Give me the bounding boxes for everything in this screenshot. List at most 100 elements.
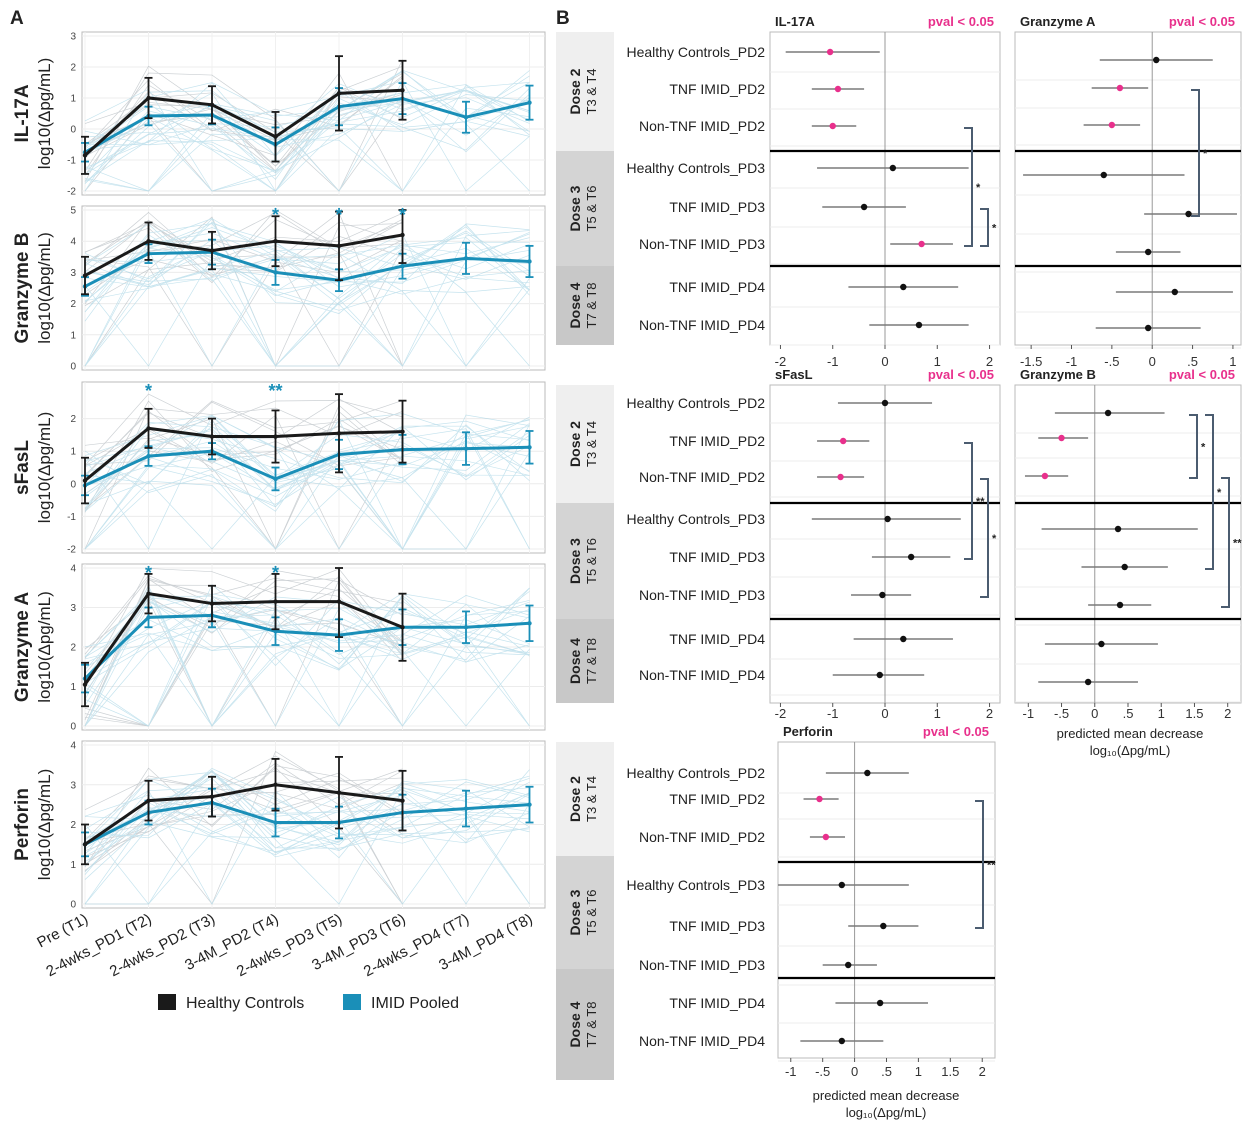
significance-star: *: [335, 205, 342, 225]
mean-point-imid: [527, 621, 532, 626]
estimate-point: [900, 283, 907, 291]
plot-frame: [777, 741, 996, 1059]
dose-band-bg: [556, 151, 614, 266]
y-tick-label: 4: [70, 237, 76, 248]
individual-traces: [84, 59, 530, 192]
trace-line: [84, 769, 530, 905]
forest-plot-title: Granzyme B: [1020, 367, 1096, 382]
trace-line: [84, 241, 530, 280]
trace-line: [84, 82, 530, 169]
row-label: Non-TNF IMID_PD2: [639, 118, 765, 134]
estimate-point: [918, 240, 925, 248]
trace-line: [84, 568, 403, 685]
significance-star: *: [145, 381, 152, 401]
trace-line: [84, 398, 403, 476]
bracket-star: **: [1233, 538, 1242, 550]
mean-line-imid: [84, 445, 530, 487]
trace-line: [84, 69, 530, 158]
significance-bracket: [964, 127, 973, 247]
y-axis-label: log10(Δpg/mL): [35, 591, 54, 703]
y-tick-label: 1: [70, 94, 76, 105]
dose-band: Dose 4 T7 & T8: [556, 969, 614, 1080]
x-tick-label: .5: [881, 1064, 892, 1079]
estimate-point: [1171, 288, 1179, 296]
x-axis-label: log₁₀(Δpg/mL): [1090, 743, 1171, 758]
mean-point-imid: [463, 115, 469, 120]
mean-line-healthy: [83, 592, 404, 686]
estimate-point: [1058, 434, 1065, 442]
legend-swatch-healthy: [158, 994, 176, 1010]
y-tick-label: -2: [67, 187, 76, 198]
row-label: Healthy Controls_PD2: [626, 44, 765, 60]
estimate-point: [1121, 563, 1128, 571]
row-label: TNF IMID_PD2: [669, 433, 765, 449]
estimate-point: [900, 635, 907, 643]
row-label: Healthy Controls_PD2: [626, 395, 765, 411]
dose-band: Dose 4 T7 & T8: [556, 619, 614, 703]
mean-line-healthy: [84, 783, 403, 846]
legend: Healthy Controls IMID Pooled: [158, 994, 459, 1012]
mean-point-healthy: [336, 91, 342, 96]
trace-line: [84, 771, 530, 905]
y-tick-label: 0: [70, 479, 76, 490]
estimate-point: [1108, 121, 1116, 129]
x-tick-label: -1.5: [1020, 354, 1042, 369]
bracket-star: *: [1217, 487, 1222, 499]
x-tick-label: -1: [785, 1064, 797, 1079]
mean-point-healthy: [336, 243, 342, 249]
mean-point-imid: [463, 446, 469, 451]
mean-point-healthy: [82, 478, 88, 483]
trace-line: [84, 247, 530, 367]
trace-line: [84, 89, 530, 192]
mean-point-imid: [146, 453, 151, 459]
estimate-point: [1041, 472, 1049, 480]
dose-subtitle: T5 & T6: [584, 185, 599, 231]
trace-line: [84, 411, 403, 550]
significance-star: *: [145, 563, 152, 583]
trace-line: [84, 393, 403, 466]
mean-point-healthy: [273, 782, 278, 787]
trace-line: [84, 587, 530, 727]
estimate-point: [1144, 248, 1152, 256]
trace-line: [84, 243, 530, 367]
mean-line-imid: [83, 613, 530, 680]
trace-line: [84, 796, 530, 873]
dose-title: Dose 4: [567, 638, 583, 684]
x-tick-label: -1: [1066, 354, 1078, 369]
estimate-point: [834, 85, 842, 93]
y-tick-label: 1: [70, 682, 76, 693]
estimate-point: [884, 515, 891, 523]
trace-line: [84, 252, 530, 367]
y-tick-label: 2: [70, 820, 76, 831]
dose-band: Dose 3 T5 & T6: [556, 503, 614, 619]
estimate-point: [1153, 56, 1160, 64]
x-axis-label: log₁₀(Δpg/mL): [846, 1105, 927, 1120]
trace-line: [84, 575, 403, 659]
dose-title: Dose 3: [567, 538, 583, 584]
mean-point-healthy: [82, 682, 88, 687]
dose-band-bg: [556, 385, 614, 503]
dose-subtitle: T7 & T8: [584, 638, 599, 684]
row-label: Non-TNF IMID_PD3: [639, 587, 765, 603]
mean-point-imid: [527, 445, 532, 450]
y-tick-label: -1: [67, 512, 76, 523]
row-label: Healthy Controls_PD3: [626, 160, 765, 176]
y-tick-label: 3: [70, 32, 76, 43]
panel-b-label: B: [556, 8, 570, 29]
significance-bracket: [980, 478, 989, 598]
mean-point-imid: [527, 100, 532, 105]
row-label: Healthy Controls_PD3: [626, 877, 765, 893]
mean-point-healthy: [273, 434, 278, 439]
x-tick-label: -.5: [1054, 706, 1069, 721]
trace-line: [84, 420, 530, 550]
y-tick-label: 5: [70, 206, 76, 217]
trace-line: [84, 211, 403, 272]
x-tick-label: 0: [881, 706, 888, 721]
mean-point-healthy: [146, 798, 151, 803]
trace-line: [84, 83, 530, 175]
